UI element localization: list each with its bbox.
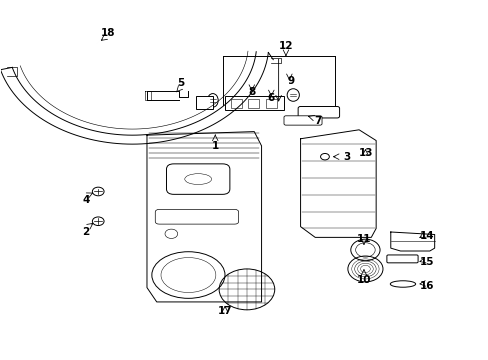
Text: 15: 15 bbox=[419, 257, 434, 267]
FancyBboxPatch shape bbox=[224, 96, 283, 110]
FancyBboxPatch shape bbox=[166, 164, 229, 194]
Ellipse shape bbox=[161, 257, 215, 293]
Text: 9: 9 bbox=[286, 76, 294, 86]
Ellipse shape bbox=[184, 174, 211, 185]
Text: 12: 12 bbox=[278, 41, 293, 50]
Text: 8: 8 bbox=[248, 87, 255, 97]
Text: 11: 11 bbox=[356, 234, 370, 244]
Text: 2: 2 bbox=[82, 227, 89, 237]
Text: 13: 13 bbox=[358, 148, 373, 158]
Text: 7: 7 bbox=[313, 116, 321, 126]
Text: 18: 18 bbox=[101, 28, 115, 38]
FancyBboxPatch shape bbox=[386, 255, 417, 263]
Text: 16: 16 bbox=[419, 281, 434, 291]
Text: 5: 5 bbox=[177, 78, 184, 88]
Text: 1: 1 bbox=[211, 141, 219, 151]
FancyBboxPatch shape bbox=[248, 99, 259, 108]
FancyBboxPatch shape bbox=[265, 99, 276, 108]
FancyBboxPatch shape bbox=[298, 107, 339, 118]
Text: 10: 10 bbox=[356, 275, 370, 285]
FancyBboxPatch shape bbox=[230, 99, 241, 108]
Text: 3: 3 bbox=[343, 152, 350, 162]
FancyBboxPatch shape bbox=[195, 96, 212, 109]
Ellipse shape bbox=[152, 252, 224, 298]
Text: 17: 17 bbox=[217, 306, 232, 316]
Text: 14: 14 bbox=[419, 231, 434, 240]
FancyBboxPatch shape bbox=[155, 210, 238, 224]
Text: 6: 6 bbox=[267, 93, 274, 103]
Text: 4: 4 bbox=[82, 195, 89, 205]
FancyBboxPatch shape bbox=[284, 116, 322, 125]
